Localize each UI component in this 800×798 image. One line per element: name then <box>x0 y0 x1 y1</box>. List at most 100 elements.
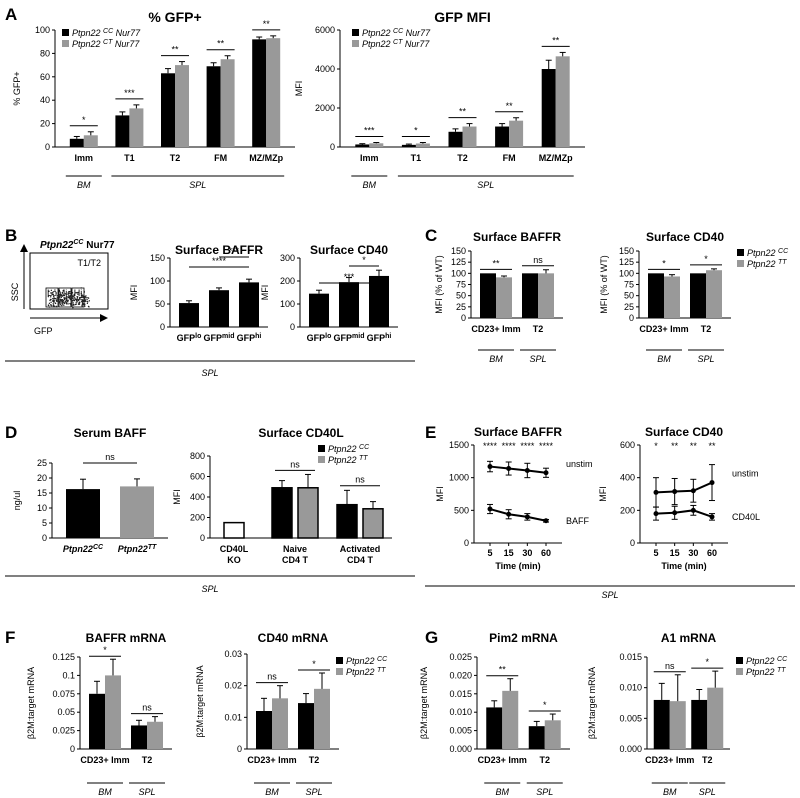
gate-label: Mid <box>58 288 73 298</box>
y-tick-label: 1000 <box>449 473 469 483</box>
y-tick-label: 0 <box>200 533 205 543</box>
event-dot <box>61 304 63 307</box>
event-dot <box>63 293 65 295</box>
y-tick-label: 200 <box>620 505 635 515</box>
data-point <box>690 488 696 494</box>
legend-entry: Ptpn22 CC Nur77 <box>72 28 141 38</box>
event-dot <box>86 298 88 301</box>
category-label: MZ/MZp <box>249 153 283 163</box>
legend-swatch <box>737 249 744 256</box>
y-tick-label: 0 <box>237 744 242 754</box>
event-dot <box>72 302 74 304</box>
chart-E1: 0 500 1000 1500 MFI Surface BAFFR 5 15 30 60Time … <box>435 425 593 571</box>
legend-entry: Ptpn22 CC <box>747 248 789 258</box>
event-dot <box>65 297 68 300</box>
event-dot <box>81 303 84 306</box>
y-tick-label: 0.000 <box>449 744 472 754</box>
legend-swatch <box>336 668 343 675</box>
significance-label: ns <box>355 475 365 485</box>
significance-label: ** <box>499 665 507 675</box>
bar <box>480 273 496 318</box>
bar <box>669 701 686 749</box>
category-label: GFPhi <box>237 333 262 343</box>
category-label: T2 <box>457 153 468 163</box>
event-dot <box>69 297 72 299</box>
event-dot <box>61 299 64 301</box>
significance-label: ns <box>665 661 675 671</box>
bar <box>707 687 724 749</box>
bar <box>462 126 477 147</box>
chart-title: Surface CD40 <box>645 425 723 439</box>
y-tick-label: 0 <box>70 744 75 754</box>
bar <box>266 38 281 147</box>
region-label: SPL <box>699 787 716 797</box>
category-label: T2 <box>701 324 712 334</box>
significance-label: **** <box>212 256 227 266</box>
significance-label: * <box>662 258 666 268</box>
legend-gene: Ptpn22 <box>747 248 778 258</box>
flow-title-sup: CC <box>73 239 84 246</box>
significance-label: * <box>82 115 86 125</box>
significance-label: * <box>543 700 547 710</box>
y-tick-label: 0 <box>464 538 469 548</box>
panel-letter: G <box>425 628 438 647</box>
event-dot <box>60 295 63 297</box>
region-label: BM <box>77 180 91 190</box>
category-label: GFPmid <box>334 333 365 343</box>
event-dot <box>50 289 53 292</box>
event-dot <box>48 306 51 308</box>
data-point <box>672 510 678 516</box>
significance-label: ** <box>552 35 560 45</box>
event-dot <box>69 302 71 305</box>
bar <box>522 273 538 318</box>
x-axis-label: Time (min) <box>661 561 706 571</box>
region-label: BM <box>489 354 503 364</box>
ssc-arrow-head <box>20 244 28 252</box>
bar <box>120 486 154 538</box>
category-label: CD23+ Imm <box>247 755 296 765</box>
y-tick-label: 200 <box>190 513 205 523</box>
event-dot <box>75 301 77 303</box>
y-tick-label: 1500 <box>449 440 469 450</box>
event-dot <box>53 300 56 302</box>
chart-title: Surface CD40 <box>646 230 724 244</box>
category-label: T2 <box>170 153 181 163</box>
bar <box>69 138 84 147</box>
category-label: GFPmid <box>204 333 235 343</box>
region-label: SPL <box>536 787 553 797</box>
event-dot <box>61 301 63 303</box>
event-dot <box>76 299 78 302</box>
chart-F1: 0 0.025 0.05 0.075 0.1 0.125 β2M:target mRNA BA… <box>26 631 172 797</box>
bar <box>362 508 384 539</box>
event-dot <box>88 306 90 308</box>
event-dot <box>84 305 86 307</box>
event-dot <box>80 296 83 299</box>
y-tick-label: 0 <box>45 142 50 152</box>
data-point <box>709 480 715 486</box>
event-dot <box>66 298 68 301</box>
bar <box>369 275 389 327</box>
significance-label: * <box>103 645 107 655</box>
bar <box>690 273 706 318</box>
legend-gene: Ptpn22 <box>346 656 377 666</box>
event-dot <box>56 300 58 303</box>
event-dot <box>80 292 83 295</box>
significance-label: **** <box>520 441 535 451</box>
category-sup: TT <box>148 544 157 551</box>
event-dot <box>67 303 69 305</box>
event-dot <box>77 296 79 298</box>
legend-gene: Ptpn22 <box>328 444 359 454</box>
event-dot <box>51 293 53 296</box>
significance-label: * <box>414 126 418 136</box>
significance-label: ns <box>267 672 277 682</box>
category-label: CD23+ Imm <box>639 324 688 334</box>
significance-label: **** <box>502 441 517 451</box>
category-label: FM <box>503 153 516 163</box>
bar <box>252 39 267 147</box>
region-label: SPL <box>201 368 218 378</box>
y-axis-label: MFI <box>294 81 304 97</box>
category-label: T1 <box>124 153 135 163</box>
event-dot <box>76 298 78 301</box>
category-label: CD23+ Imm <box>645 755 694 765</box>
